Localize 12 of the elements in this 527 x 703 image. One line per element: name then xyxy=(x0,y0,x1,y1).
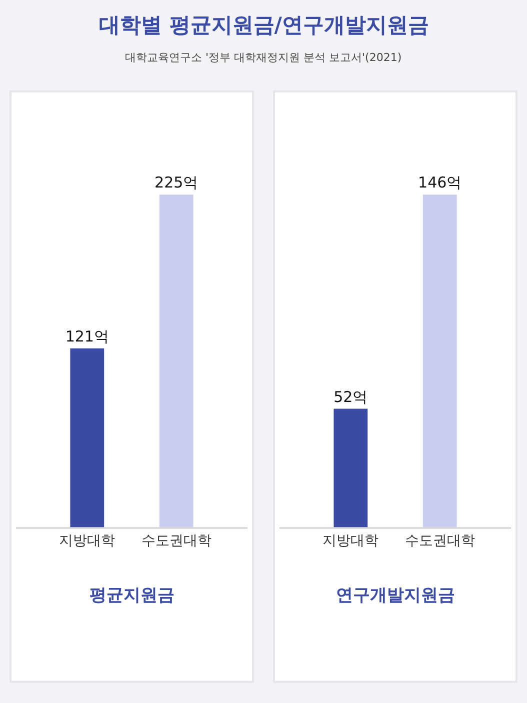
text: 대학교육연구소 '정부 대학재정지원 분석 보고서'(2021) xyxy=(125,51,402,64)
x-tick-label: 지방대학 xyxy=(59,533,116,550)
x-axis-title: 연구개발지원금 xyxy=(336,585,455,606)
data-label: 146억 xyxy=(418,174,462,192)
data-label: 225억 xyxy=(154,174,198,192)
x-tick-label: 지방대학 xyxy=(322,533,379,550)
x-tick-label: 수도권대학 xyxy=(404,533,475,550)
x-axis-title: 평균지원금 xyxy=(89,585,174,606)
chart-title: 대학별 평균지원금/연구개발지원금 xyxy=(99,13,429,37)
data-label: 52억 xyxy=(334,388,368,406)
data-label: 121억 xyxy=(65,327,109,346)
x-tick-label: 수도권대학 xyxy=(141,533,212,550)
